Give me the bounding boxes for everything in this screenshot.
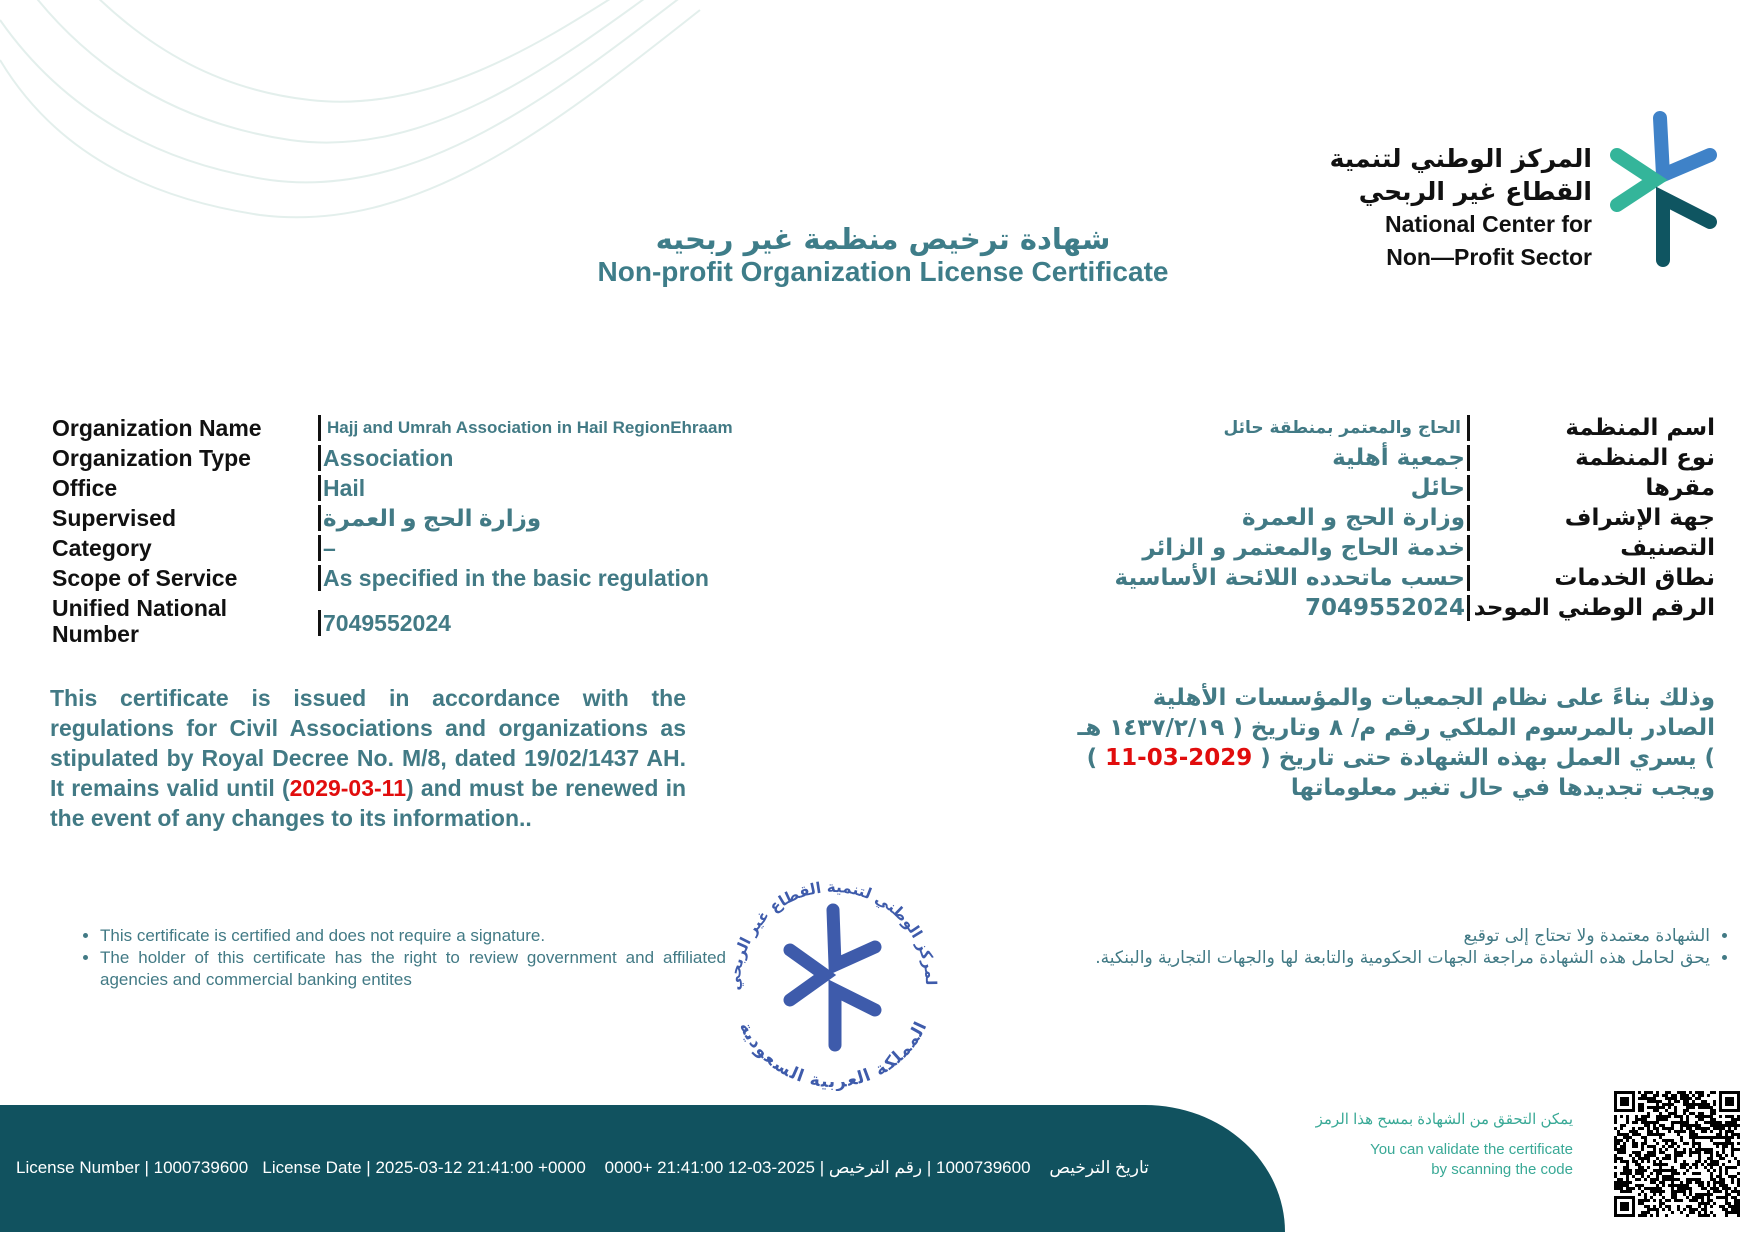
- logo-line-en-1: National Center for: [1384, 211, 1592, 237]
- field-label-ar: الرقم الوطني الموحد: [1473, 595, 1715, 621]
- field-value-en: وزارة الحج و العمرة: [318, 505, 541, 531]
- ncnp-logo-text: المركز الوطني لتنمية القطاع غير الربحي N…: [1330, 142, 1592, 274]
- field-label-ar: التصنيف: [1620, 535, 1715, 561]
- field-label-en: Scope of Service: [52, 565, 238, 591]
- footer-band: [0, 1105, 1285, 1232]
- official-seal: المركز الوطني لتنمية القطاع غير الربحي ا…: [720, 865, 940, 1091]
- field-label-ar: نوع المنظمة: [1575, 445, 1715, 471]
- field-value-en: 7049552024: [318, 610, 451, 636]
- license-info: License Number | 1000739600 License Date…: [16, 1158, 1149, 1177]
- logo-line-ar-2: القطاع غير الربحي: [1358, 177, 1592, 206]
- field-value-ar: حسب ماتحدده اللائحة الأساسية: [1115, 565, 1470, 591]
- field-label-en: Category: [52, 535, 152, 561]
- field-value-en: –: [318, 535, 336, 561]
- qr-code[interactable]: [1614, 1091, 1740, 1217]
- ncnp-logo-icon: [1610, 111, 1717, 267]
- field-label-en: Supervised: [52, 505, 176, 531]
- qr-note-english-1: You can validate the certificate: [1370, 1141, 1573, 1158]
- statement-en-before: This certificate is issued in accordance…: [50, 685, 686, 801]
- statement-ar-after: ) ويجب تجديدها في حال تغير معلوماتها: [1086, 745, 1715, 801]
- note-item: الشهادة معتمدة ولا تحتاج إلى توقيع: [925, 925, 1710, 947]
- note-item: This certificate is certified and does n…: [100, 925, 726, 947]
- valid-until-date-en: 2029-03-11: [289, 775, 406, 801]
- note-item: يحق لحامل هذه الشهادة مراجعة الجهات الحك…: [925, 947, 1710, 969]
- field-value-en: Hail: [318, 475, 365, 501]
- statement-arabic: وذلك بناءً على نظام الجمعيات والمؤسسات ا…: [1075, 683, 1715, 803]
- field-value-en: As specified in the basic regulation: [318, 565, 709, 591]
- field-value-en: Association: [318, 445, 453, 471]
- logo-line-ar-1: المركز الوطني لتنمية: [1329, 144, 1592, 173]
- field-label-ar: مقرها: [1645, 475, 1715, 501]
- field-label-ar: اسم المنظمة: [1565, 415, 1715, 441]
- qr-note-english-2: by scanning the code: [1431, 1161, 1573, 1178]
- statement-ar-before: وذلك بناءً على نظام الجمعيات والمؤسسات ا…: [1077, 685, 1715, 771]
- field-value-ar: حائل: [1411, 475, 1470, 501]
- notes-arabic: الشهادة معتمدة ولا تحتاج إلى توقيع يحق ل…: [925, 925, 1730, 969]
- logo-line-en-2: Non—Profit Sector: [1386, 244, 1592, 270]
- notes-english: This certificate is certified and does n…: [80, 925, 726, 991]
- seal-star-icon: [783, 903, 882, 1052]
- statement-english: This certificate is issued in accordance…: [50, 683, 686, 833]
- qr-note-arabic: يمكن التحقق من الشهادة بمسح هذا الرمز: [1315, 1111, 1573, 1128]
- field-label-en: Unified National Number: [52, 595, 228, 647]
- field-label-en: Organization Type: [52, 445, 251, 471]
- field-value-en: Hajj and Umrah Association in Hail Regio…: [318, 415, 733, 441]
- field-label-en: Organization Name: [52, 415, 262, 441]
- field-value-ar: الحاج والمعتمر بمنطقة حائل: [1223, 415, 1470, 441]
- field-label-ar: نطاق الخدمات: [1554, 565, 1715, 591]
- title-arabic: شهادة ترخيص منظمة غير ربحيه: [655, 222, 1111, 256]
- field-value-ar: 7049552024: [1305, 595, 1470, 621]
- field-value-ar: جمعية أهلية: [1332, 445, 1470, 471]
- valid-until-date-ar: 11-03-2029: [1105, 745, 1253, 771]
- field-label-en: Office: [52, 475, 118, 501]
- field-value-ar: وزارة الحج و العمرة: [1242, 505, 1470, 531]
- title-english: Non-profit Organization License Certific…: [597, 256, 1169, 287]
- field-label-ar: جهة الإشراف: [1564, 505, 1715, 531]
- field-value-ar: خدمة الحاج والمعتمر و الزائر: [1142, 535, 1470, 561]
- background-arcs: [0, 0, 701, 219]
- note-item: The holder of this certificate has the r…: [100, 947, 726, 991]
- statement-en-after: ) and must be renewed in the event of an…: [50, 775, 687, 831]
